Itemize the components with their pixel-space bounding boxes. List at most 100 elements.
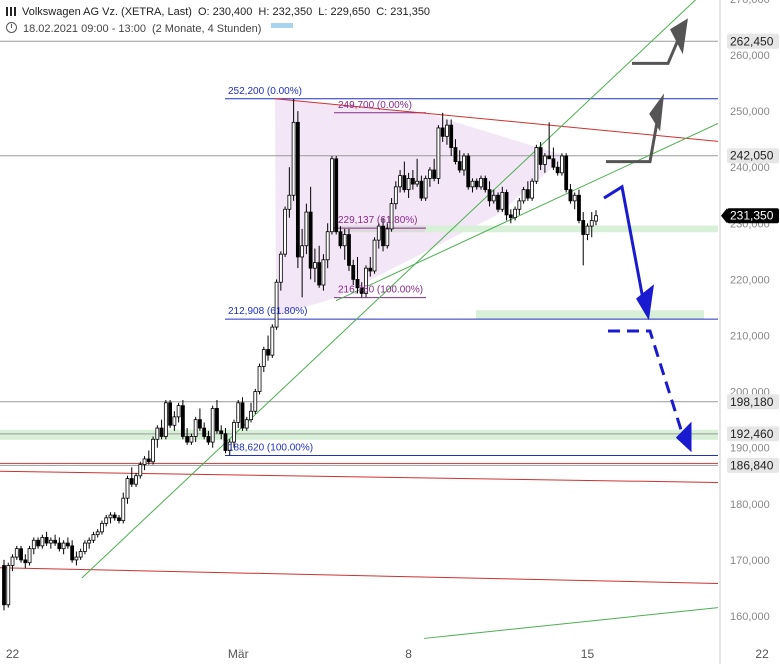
candle [338, 226, 343, 249]
candle-body [10, 556, 15, 566]
candle-body [564, 155, 569, 191]
candle [483, 175, 488, 193]
candle-body [2, 565, 6, 606]
header-ohlc-line: Volkswagen AG Vz. (XETRA, Last) O: 230,40… [6, 6, 436, 18]
candle [134, 472, 138, 487]
candle [551, 147, 556, 171]
candle [432, 158, 437, 182]
candle [351, 259, 356, 286]
header-open: O: 230,400 [197, 6, 253, 18]
candle-body [589, 220, 594, 227]
green-uptrend-triangle [335, 122, 719, 302]
candle-body [198, 419, 202, 429]
down-arrow-1-head [636, 284, 655, 321]
level-label-bg-2 [727, 208, 779, 224]
candle-body [219, 430, 224, 435]
candle-body [108, 514, 113, 519]
level-label-bg-5 [727, 457, 779, 473]
candle-body [249, 410, 253, 421]
candle-body [530, 180, 535, 199]
candle [206, 430, 211, 445]
fib1-label-0: 252,200 (0.00%) [228, 86, 302, 97]
candle-body [504, 192, 509, 216]
candle [142, 456, 147, 471]
candle-body [423, 178, 428, 199]
candle [577, 189, 581, 224]
candle-body [330, 158, 334, 233]
green-uptrend-main [81, 0, 697, 579]
candle [193, 416, 198, 443]
y-tick-label: 250,000 [730, 106, 770, 118]
candle-body [347, 234, 351, 266]
candle [168, 400, 173, 429]
candle [283, 206, 287, 257]
candle [453, 139, 458, 165]
candle [330, 155, 334, 235]
fib2-label-0: 249,700 (0.00%) [338, 100, 412, 111]
candle-body [48, 539, 53, 544]
candle-body [40, 537, 45, 547]
candle [342, 228, 347, 260]
candle-body [432, 169, 437, 179]
fib2-label-2: 216,750 (100.00%) [338, 285, 423, 296]
candle [240, 397, 245, 431]
candle [308, 186, 313, 280]
candle [2, 559, 6, 611]
clock-icon [6, 22, 17, 33]
candle [402, 161, 407, 193]
candle-body [351, 264, 356, 280]
candle-body [163, 402, 168, 437]
candle-body [240, 402, 245, 429]
candle [445, 119, 449, 145]
candle-body [457, 161, 462, 171]
candle-body [534, 147, 539, 182]
candle [223, 428, 228, 454]
candle-body [560, 155, 564, 174]
candle [270, 324, 275, 358]
candle-body [359, 287, 364, 294]
candle-body [185, 436, 190, 443]
level-label-1: 242,050 [730, 149, 774, 163]
candle-body [581, 220, 586, 235]
candle [517, 198, 522, 215]
up-arrow-2-path [632, 34, 682, 65]
candle [304, 203, 309, 255]
candle-body [453, 147, 458, 162]
candle [219, 425, 224, 440]
candle [521, 186, 526, 204]
candle-body [304, 211, 309, 247]
x-tick-label: 15 [581, 647, 595, 661]
candle-body [283, 208, 287, 255]
last-price-pointer [721, 208, 727, 224]
header-period: (2 Monate, 4 Stunden) [151, 23, 262, 35]
candle [325, 223, 330, 269]
candle [555, 161, 560, 176]
candle-body [585, 225, 590, 235]
candle [91, 531, 96, 544]
candle-body [419, 180, 424, 199]
candle [117, 515, 121, 524]
candle-body [287, 194, 292, 210]
candle-body [521, 189, 526, 202]
candlestick-icon [6, 7, 16, 16]
candle-body [53, 539, 58, 544]
candle [585, 223, 590, 241]
down-arrow-1-path [603, 184, 646, 305]
candle [121, 492, 126, 524]
axis-layer: 160,000170,000180,000190,000200,000210,0… [6, 0, 779, 664]
candle [83, 540, 87, 555]
candle-body [555, 166, 560, 174]
candle [40, 534, 45, 549]
candle [564, 153, 569, 193]
candle [78, 548, 83, 560]
candle-body [487, 189, 492, 202]
header-low: L: 229,650 [318, 6, 371, 18]
level-label-bg-0 [727, 33, 779, 49]
candle-body [57, 542, 62, 550]
candle-body [568, 189, 573, 202]
header-high: H: 232,350 [258, 6, 313, 18]
y-tick-label: 190,000 [730, 443, 770, 455]
green-line-bottom [423, 607, 719, 639]
candle [155, 425, 160, 448]
